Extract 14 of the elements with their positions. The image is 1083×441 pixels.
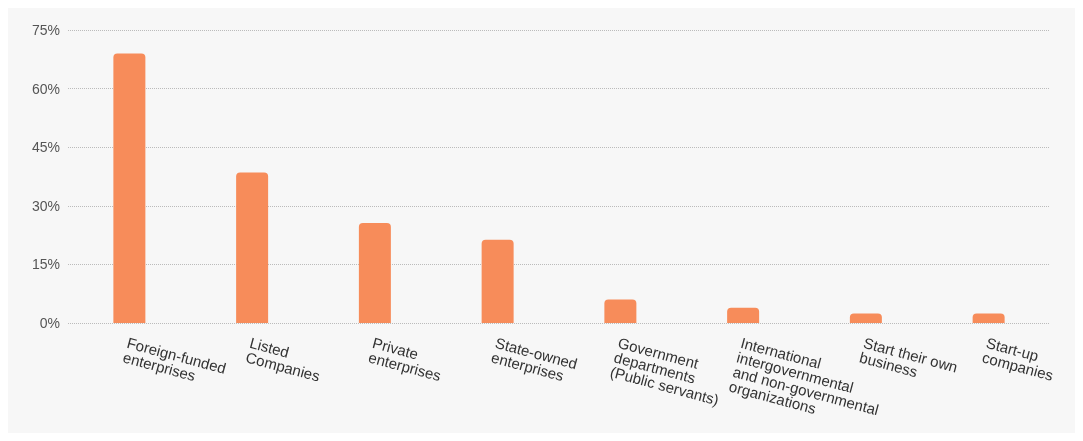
- y-tick-label: 15%: [31, 256, 60, 273]
- bar: [849, 313, 882, 323]
- bar: [481, 239, 514, 323]
- bar: [604, 299, 637, 323]
- y-tick-label: 0%: [39, 315, 60, 331]
- y-tick-label: 45%: [31, 139, 60, 156]
- bar: [972, 313, 1005, 323]
- bar: [727, 307, 760, 323]
- y-tick-label: 30%: [31, 197, 60, 214]
- bar: [358, 222, 391, 323]
- y-tick-label: 60%: [31, 80, 60, 97]
- bar: [113, 53, 146, 323]
- bar: [236, 172, 269, 323]
- y-tick-label: 75%: [31, 22, 60, 38]
